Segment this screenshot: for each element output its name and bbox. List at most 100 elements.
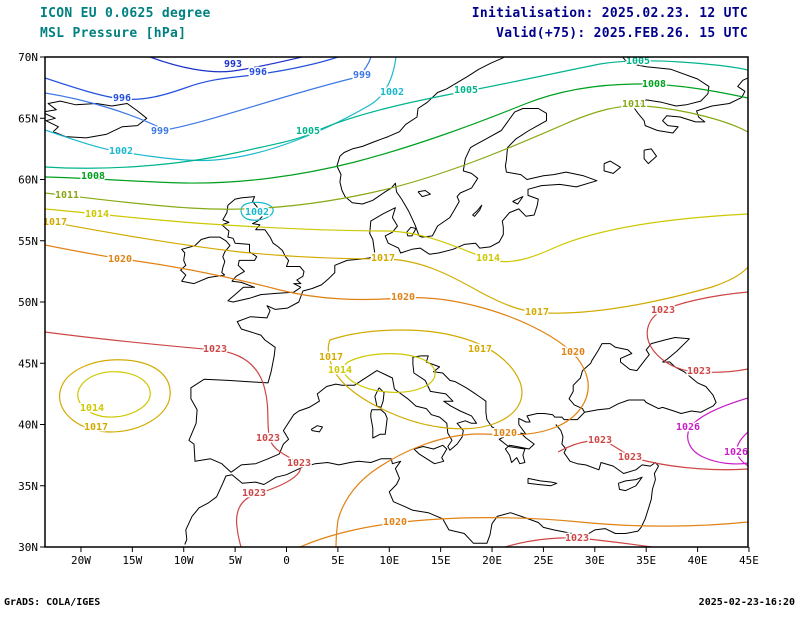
- isobar-label-1020: 1020: [383, 517, 407, 528]
- isobar-label-1017: 1017: [319, 352, 343, 363]
- isobar-1023: [45, 331, 302, 547]
- isobar-label-1011: 1011: [55, 190, 79, 201]
- lon-label: 45E: [739, 554, 759, 567]
- isobar-label-1023: 1023: [203, 344, 227, 355]
- isobar-label-1023: 1023: [242, 488, 266, 499]
- model-title: ICON EU 0.0625 degree: [40, 6, 211, 21]
- lon-label: 15W: [122, 554, 142, 567]
- coastline-path: [230, 337, 717, 473]
- lon-label: 30E: [585, 554, 605, 567]
- isobar-label-1014: 1014: [85, 209, 109, 220]
- coastline-path: [621, 57, 748, 134]
- lon-label: 35E: [636, 554, 656, 567]
- isobar-label-1023: 1023: [651, 305, 675, 316]
- isobar-label-1020: 1020: [561, 347, 585, 358]
- lon-label: 40E: [688, 554, 708, 567]
- isobar-label-1017: 1017: [43, 217, 67, 228]
- isobar-label-1017: 1017: [525, 307, 549, 318]
- isobar-label-1002: 1002: [245, 207, 269, 218]
- isobar-1014: [77, 371, 151, 418]
- coastline-path: [370, 409, 388, 439]
- coastline-path: [180, 236, 231, 285]
- coastline-path: [406, 226, 417, 237]
- lat-label: 55N: [18, 235, 38, 248]
- isobar-label-1023: 1023: [256, 433, 280, 444]
- grads-credit: GrADS: COLA/IGES: [4, 597, 101, 608]
- isobar-label-1014: 1014: [328, 365, 352, 376]
- isobar-label-1023: 1023: [565, 533, 589, 544]
- isobars: [45, 57, 748, 547]
- isobar-label-1023: 1023: [618, 452, 642, 463]
- isobar-label-1023: 1023: [588, 435, 612, 446]
- isobar-1002: [45, 57, 397, 162]
- coastline-path: [374, 387, 385, 408]
- lon-label: 10W: [174, 554, 194, 567]
- isobar-label-1017: 1017: [468, 344, 492, 355]
- lat-label: 45N: [18, 357, 38, 370]
- coastline-path: [45, 100, 148, 139]
- isobar-label-1017: 1017: [84, 422, 108, 433]
- lat-label: 65N: [18, 112, 38, 125]
- isobar-1005: [45, 60, 748, 169]
- isobar-label-1011: 1011: [622, 99, 646, 110]
- lon-label: 0: [283, 554, 290, 567]
- lon-label: 20E: [482, 554, 502, 567]
- lon-label: 25E: [533, 554, 553, 567]
- lat-label: 40N: [18, 419, 38, 432]
- isobar-1020: [45, 244, 589, 547]
- isobar-996: [45, 57, 339, 100]
- coastline-path: [617, 476, 643, 492]
- isobar-label-1026: 1026: [676, 422, 700, 433]
- isobar-label-1002: 1002: [380, 87, 404, 98]
- coastline-path: [643, 148, 657, 165]
- isobar-label-1005: 1005: [454, 85, 478, 96]
- isobar-label-996: 996: [249, 67, 267, 78]
- coastline-path: [512, 196, 524, 205]
- coastline-path: [527, 477, 558, 487]
- isobar-1023: [646, 291, 748, 373]
- lon-label: 20W: [71, 554, 91, 567]
- isobar-1017: [327, 329, 523, 430]
- isobar-1026: [736, 431, 748, 467]
- axis-labels: 70N 65N 60N 55N 50N 45N 40N 35N 30N 20W 15W 10W 5W 0 5…: [18, 51, 759, 567]
- lat-label: 35N: [18, 480, 38, 493]
- isobar-labels: 993 996 996 999 999 1002 1002 1002 1005 1005 1005 1…: [41, 55, 749, 546]
- isobar-label-1014: 1014: [476, 253, 500, 264]
- isobar-label-1023: 1023: [687, 366, 711, 377]
- valid-time: Valid(+75): 2025.FEB.26. 15 UTC: [496, 26, 748, 41]
- isobar-993: [149, 57, 303, 73]
- isobar-label-1005: 1005: [296, 126, 320, 137]
- isobar-label-999: 999: [353, 70, 371, 81]
- initialisation-time: Initialisation: 2025.02.23. 12 UTC: [471, 6, 748, 21]
- isobar-1026: [687, 397, 748, 465]
- isobar-label-1008: 1008: [642, 79, 666, 90]
- isobar-label-1014: 1014: [80, 403, 104, 414]
- isobar-1002: [240, 201, 274, 221]
- isobar-label-1026: 1026: [724, 447, 748, 458]
- isobar-999: [45, 57, 372, 131]
- coastline-path: [184, 424, 659, 545]
- lon-label: 5E: [331, 554, 344, 567]
- isobar-1008: [45, 83, 748, 184]
- isobar-label-993: 993: [224, 59, 242, 70]
- isobar-1023: [504, 537, 653, 547]
- lon-label: 15E: [431, 554, 451, 567]
- lon-label: 5W: [228, 554, 242, 567]
- creation-timestamp: 2025-02-23-16:20: [698, 597, 795, 608]
- lon-label: 10E: [379, 554, 399, 567]
- isobar-label-1020: 1020: [391, 292, 415, 303]
- lat-label: 50N: [18, 296, 38, 309]
- isobar-label-1020: 1020: [493, 428, 517, 439]
- isobar-1011: [45, 105, 748, 210]
- coastlines: [45, 57, 748, 545]
- isobar-label-1017: 1017: [371, 253, 395, 264]
- coastline-path: [310, 425, 323, 433]
- lat-label: 60N: [18, 174, 38, 187]
- isobar-1023: [557, 440, 748, 471]
- isobar-1017: [59, 359, 171, 433]
- coastline-path: [472, 204, 483, 217]
- isobar-1014: [45, 208, 748, 263]
- isobar-label-1005: 1005: [626, 56, 650, 67]
- parameter-title: MSL Pressure [hPa]: [40, 26, 187, 41]
